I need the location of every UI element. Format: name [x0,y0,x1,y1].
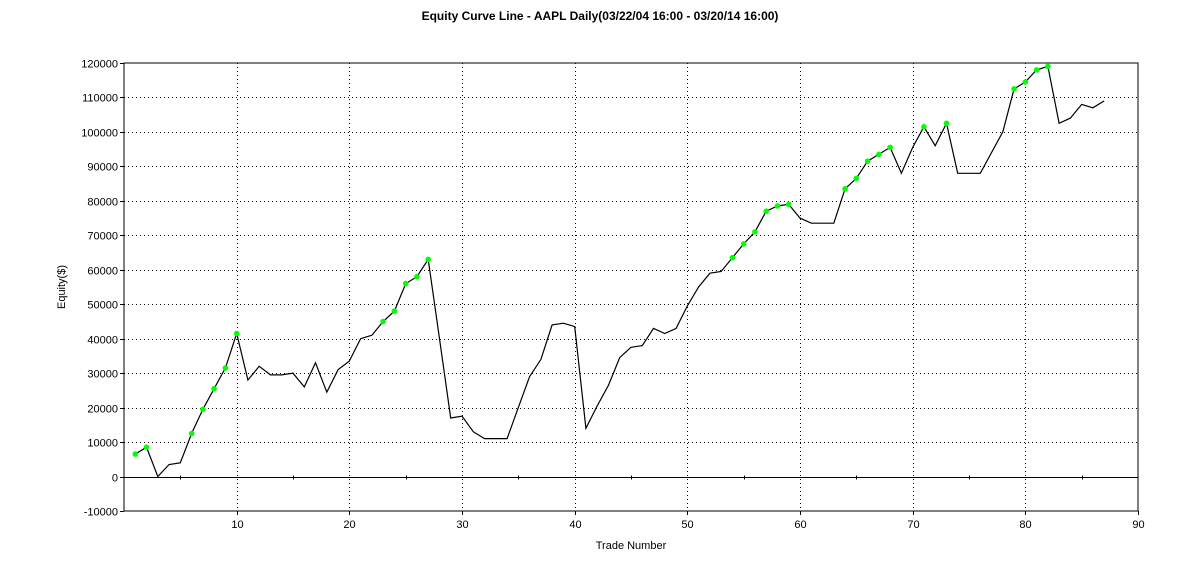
equity-high-marker [188,430,195,437]
y-tick-label: 50000 [87,300,118,312]
y-tick-label: 90000 [87,162,118,174]
equity-high-marker [222,365,229,371]
equity-high-marker [1022,79,1029,85]
marker-layer [132,63,1051,457]
grid-lines [124,63,1138,511]
equity-high-marker [853,175,860,182]
y-tick-label: 20000 [87,404,118,416]
x-tick-label: 80 [1019,519,1031,531]
x-tick-label: 70 [907,519,919,531]
equity-high-marker [740,241,747,247]
equity-high-marker [132,451,139,457]
equity-high-marker [876,151,882,158]
equity-high-marker [887,144,893,151]
x-tick-label: 40 [569,519,581,531]
equity-high-marker [380,318,386,325]
x-tick-label: 20 [343,519,355,531]
y-tick-label: 80000 [87,197,118,209]
x-tick-label: 10 [231,519,243,531]
equity-high-marker [211,385,217,392]
axes [123,62,1139,512]
equity-high-marker [425,256,432,263]
x-tick-label: 50 [681,519,693,531]
chart-title: Equity Curve Line - AAPL Daily(03/22/04 … [421,9,779,23]
equity-high-marker [774,203,781,209]
plot-frame [123,62,1139,512]
y-axis-label: Equity($) [56,264,68,310]
equity-high-marker [402,280,409,287]
y-tick-label: 100000 [81,128,118,140]
equity-high-marker [842,186,848,192]
equity-high-marker [1045,63,1051,70]
equity-high-marker [921,124,927,130]
equity-high-marker [752,229,758,235]
y-tick-label: 30000 [87,369,118,381]
equity-high-marker [1011,86,1017,92]
series-layer [134,65,1105,478]
y-tick-label: 0 [112,473,118,485]
y-tick-label: 60000 [87,266,118,278]
y-tick-label: 10000 [87,438,118,450]
x-tick-label: 60 [794,519,806,531]
equity-high-marker [785,201,792,208]
equity-high-marker [414,273,420,280]
y-tick-label: 70000 [87,231,118,243]
y-tick-label: -10000 [84,507,118,519]
tick-marks [120,63,1139,515]
x-tick-label: 90 [1132,519,1144,531]
x-tick-label: 30 [456,519,468,531]
equity-line [134,65,1105,478]
equity-high-marker [200,406,206,413]
equity-high-marker [391,308,398,314]
equity-high-marker [729,254,736,261]
equity-high-marker [763,208,769,214]
y-tick-label: 110000 [82,93,118,105]
tick-labels: -10000 0 10000 20000 30000 40000 50000 60000 700… [81,59,1144,532]
y-tick-label: 120000 [81,59,118,71]
equity-high-marker [143,444,150,451]
equity-high-marker [943,120,950,127]
equity-high-marker [864,158,871,164]
equity-high-marker [233,330,240,337]
x-axis-label: Trade Number [595,540,667,552]
y-tick-label: 40000 [87,335,118,347]
equity-high-marker [1033,67,1040,73]
